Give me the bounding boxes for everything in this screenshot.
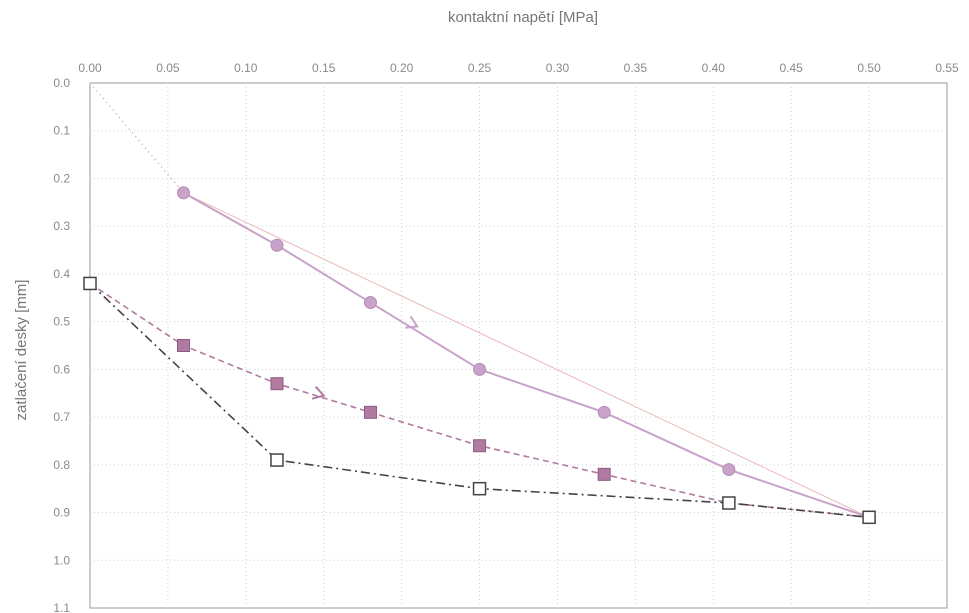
x-tick-label: 0.35 (624, 61, 648, 75)
y-tick-label: 0.1 (53, 124, 70, 138)
y-tick-label: 0.8 (53, 458, 70, 472)
data-point (363, 405, 377, 419)
data-point (176, 186, 190, 200)
x-tick-label: 0.55 (935, 61, 959, 75)
data-point (597, 405, 611, 419)
direction-arrow (405, 315, 419, 329)
data-point (473, 362, 487, 376)
x-tick-label: 0.25 (468, 61, 492, 75)
x-tick-label: 0.00 (78, 61, 102, 75)
x-tick-label: 0.45 (780, 61, 804, 75)
data-point (270, 238, 284, 252)
y-tick-label: 0.6 (53, 362, 70, 376)
data-point (83, 276, 97, 291)
data-point (473, 439, 487, 453)
tick-labels: 0.00 0.05 0.10 0.15 0.20 0.25 0.30 0.35 0.40 0.45… (53, 61, 959, 613)
y-tick-label: 0.7 (53, 410, 70, 424)
y-tick-label: 0.4 (53, 267, 70, 281)
data-point (176, 339, 190, 352)
plot-area (89, 82, 948, 609)
x-axis-title: kontaktní napětí [MPa] (448, 9, 598, 26)
y-tick-label: 0.3 (53, 219, 70, 233)
data-point (722, 496, 736, 510)
direction-arrow (311, 385, 326, 400)
x-tick-label: 0.10 (234, 61, 258, 75)
y-axis-title: zatlačení desky [mm] (13, 280, 30, 421)
y-tick-label: 0.9 (53, 506, 70, 520)
data-point (472, 481, 487, 496)
data-point (597, 467, 611, 481)
x-tick-label: 0.20 (390, 61, 414, 75)
data-point (722, 463, 736, 477)
x-tick-label: 0.05 (156, 61, 180, 75)
y-tick-label: 1.1 (53, 601, 70, 613)
grid (90, 83, 947, 608)
y-tick-label: 0.5 (53, 315, 70, 329)
y-tick-label: 0.0 (53, 76, 70, 90)
x-tick-label: 0.50 (857, 61, 881, 75)
x-tick-label: 0.30 (546, 61, 570, 75)
y-tick-label: 1.0 (53, 553, 70, 567)
x-tick-label: 0.40 (702, 61, 726, 75)
data-point (270, 377, 284, 391)
data-point (862, 510, 876, 525)
data-point (270, 453, 284, 467)
series-group (83, 82, 876, 525)
x-tick-label: 0.15 (312, 61, 336, 75)
reference-line (183, 192, 870, 518)
reference-line (89, 82, 185, 194)
data-point (363, 296, 377, 310)
y-tick-label: 0.2 (53, 171, 70, 185)
